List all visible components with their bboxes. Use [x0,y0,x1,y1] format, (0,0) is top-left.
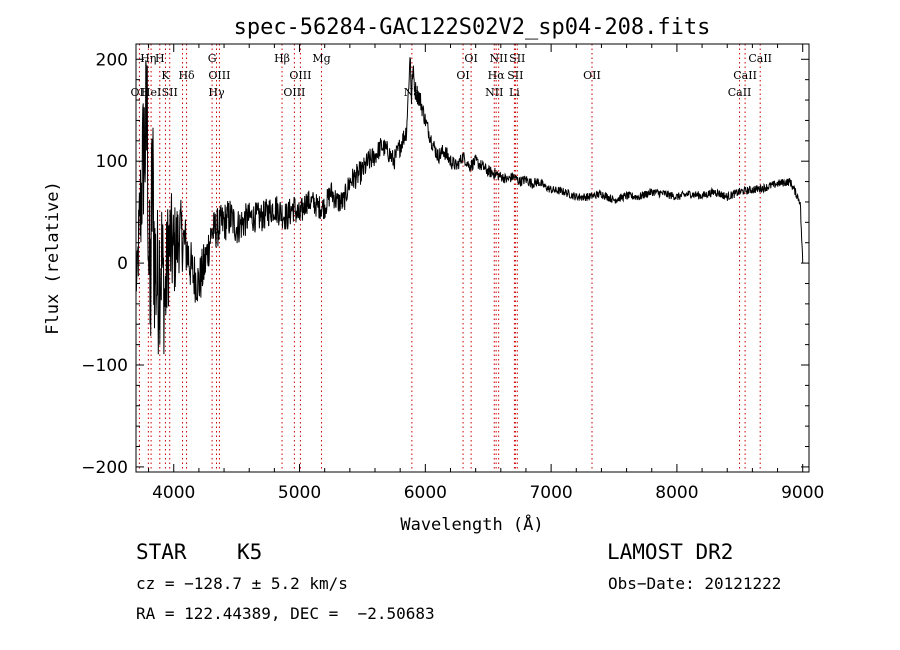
y-tick-label: 0 [117,254,128,274]
line-label-10: OIII [208,69,230,82]
line-label-19: Hα [488,69,506,82]
line-label-12: OIII [283,86,305,99]
x-tick-label: 8000 [655,483,698,503]
x-tick-label: 9000 [781,483,824,503]
line-label-21: SII [507,69,523,82]
line-label-11: Hβ [274,52,290,65]
object-subclass: K5 [237,540,263,564]
spectral-line-markers [138,44,761,472]
survey-name: LAMOST DR2 [607,540,734,564]
line-label-1: Hη [140,52,156,65]
obs-date: Obs−Date: 20121222 [608,574,782,593]
x-axis-label: Wavelength (Å) [400,513,543,535]
spectrum-series-line [135,57,804,355]
line-label-5: SII [162,86,178,99]
line-label-22: SII [509,52,525,65]
x-tick-label: 6000 [404,483,447,503]
line-label-20: NII [490,52,508,65]
object-class: STAR [136,540,187,564]
line-label-13: OIII [289,69,311,82]
y-tick-label: −200 [81,458,128,478]
line-label-14: Mg [312,52,330,65]
y-tick-label: −100 [81,356,128,376]
line-label-2: HeI [141,86,161,99]
line-label-17: OI [464,52,477,65]
x-tick-label: 5000 [278,483,321,503]
line-label-26: CaII [733,69,757,82]
line-label-24: OII [583,69,601,82]
line-label-18: NII [485,86,503,99]
x-tick-label: 7000 [529,483,572,503]
y-tick-label: 100 [96,152,128,172]
line-label-23: Li [509,86,520,99]
line-label-3: H [155,52,165,65]
chart-title: spec-56284-GAC122S02V2_sp04-208.fits [234,15,711,40]
plot-frame [135,43,810,473]
x-axis-ticks: 4000 5000 6000 7000 8000 9000 [148,44,824,503]
line-label-4: K [161,69,170,82]
y-tick-label: 200 [96,50,128,70]
line-label-8: G [208,52,217,65]
line-label-16: OI [456,69,469,82]
line-label-0: OII [131,86,149,99]
ra-dec: RA = 122.44389, DEC = −2.50683 [136,604,435,623]
line-label-9: Hγ [208,86,225,99]
line-label-25: CaII [728,86,752,99]
y-axis-ticks: −200 −100 0 100 200 [81,50,809,478]
line-label-6: Hδ [178,69,195,82]
spectral-line-labels: OIIHηHeIHKSIIHδGHγOIIIHβOIIIOIIIMgNaOIOI… [131,52,772,99]
cz-value: cz = −128.7 ± 5.2 km/s [136,574,348,593]
x-tick-label: 4000 [152,483,195,503]
line-label-27: CaII [748,52,772,65]
y-axis-label: Flux (relative) [43,181,63,335]
